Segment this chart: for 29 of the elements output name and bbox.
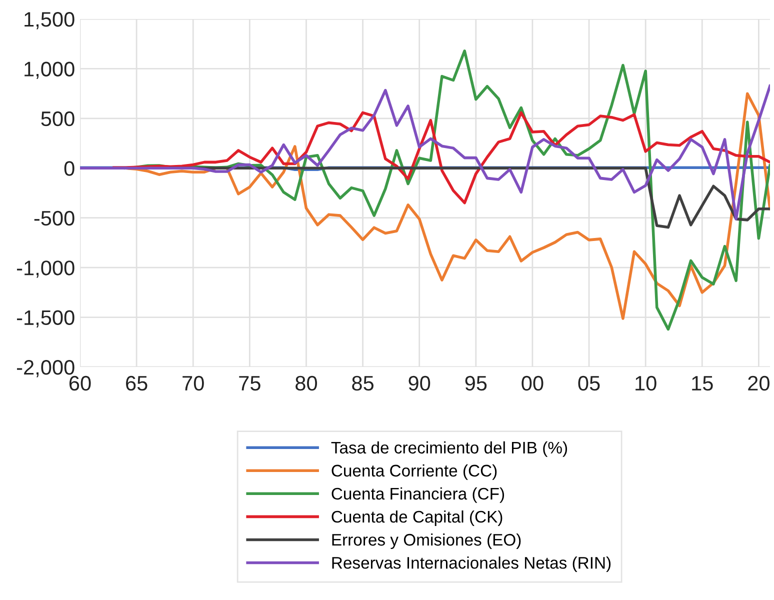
legend-label: Cuenta Financiera (CF) — [332, 487, 504, 503]
x-tick-label: 15 — [692, 376, 713, 391]
y-tick-label: 1,000 — [24, 62, 74, 79]
y-tick-label: -500 — [34, 210, 74, 226]
x-tick-label: 80 — [296, 376, 317, 391]
x-tick-label: 05 — [578, 376, 600, 391]
y-tick-label: -1,500 — [17, 310, 74, 328]
x-tick-label: 85 — [352, 376, 374, 391]
y-tick-label: 1,500 — [24, 12, 74, 30]
x-tick-label: 00 — [522, 376, 544, 391]
x-tick-label: 75 — [239, 376, 260, 391]
legend-label: Reservas Internacionales Netas (RIN) — [332, 556, 611, 572]
legend-label: Cuenta Corriente (CC) — [332, 464, 497, 480]
legend-label: Errores y Omisiones (EO) — [332, 533, 521, 550]
line-series — [112, 111, 770, 204]
x-tick-label: 60 — [69, 376, 91, 391]
line-series — [80, 84, 770, 220]
x-tick-label: 95 — [465, 376, 487, 391]
x-tick-label: 20 — [748, 376, 770, 391]
y-tick-label: -2,000 — [17, 360, 74, 378]
x-tick-label: 90 — [408, 376, 430, 391]
x-tick-label: 10 — [636, 376, 656, 391]
legend-label: Tasa de crecimiento del PIB (%) — [331, 441, 568, 457]
x-tick-label: 65 — [126, 376, 148, 391]
y-tick-label: -1,000 — [17, 260, 74, 278]
y-tick-label: 500 — [41, 111, 74, 126]
x-tick-label: 70 — [182, 376, 204, 391]
y-tick-label: 0 — [64, 161, 74, 176]
legend-label: Cuenta de Capital (CK) — [332, 510, 502, 526]
